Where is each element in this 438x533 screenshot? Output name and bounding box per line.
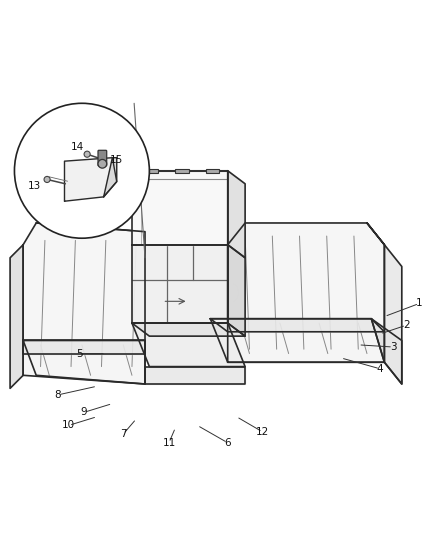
Text: 4: 4 bbox=[377, 364, 383, 374]
Text: 6: 6 bbox=[224, 438, 231, 448]
Polygon shape bbox=[145, 367, 245, 384]
Text: 1: 1 bbox=[416, 298, 423, 309]
Text: 3: 3 bbox=[390, 342, 396, 352]
Polygon shape bbox=[228, 245, 245, 336]
Circle shape bbox=[14, 103, 149, 238]
Polygon shape bbox=[371, 319, 402, 384]
Text: 5: 5 bbox=[76, 349, 83, 359]
Polygon shape bbox=[132, 323, 245, 367]
Text: 13: 13 bbox=[28, 181, 41, 191]
FancyBboxPatch shape bbox=[98, 150, 107, 166]
Circle shape bbox=[44, 176, 50, 182]
Polygon shape bbox=[23, 223, 145, 384]
Text: 11: 11 bbox=[162, 438, 176, 448]
Polygon shape bbox=[228, 171, 245, 258]
Bar bbox=[176, 168, 188, 173]
Text: 2: 2 bbox=[403, 320, 410, 330]
Polygon shape bbox=[64, 158, 117, 201]
Text: 9: 9 bbox=[81, 407, 88, 417]
Text: 15: 15 bbox=[110, 155, 124, 165]
Bar bbox=[145, 168, 158, 173]
Polygon shape bbox=[10, 245, 23, 389]
Polygon shape bbox=[210, 319, 385, 332]
Circle shape bbox=[84, 151, 90, 157]
Polygon shape bbox=[132, 171, 228, 245]
Circle shape bbox=[98, 159, 107, 168]
Polygon shape bbox=[132, 323, 245, 336]
Polygon shape bbox=[210, 319, 385, 362]
Bar bbox=[206, 168, 219, 173]
Polygon shape bbox=[367, 223, 402, 384]
Polygon shape bbox=[23, 341, 145, 353]
Text: 8: 8 bbox=[55, 390, 61, 400]
Polygon shape bbox=[132, 245, 228, 323]
Text: 12: 12 bbox=[256, 427, 269, 437]
Text: 7: 7 bbox=[120, 429, 127, 439]
Polygon shape bbox=[228, 223, 385, 362]
Polygon shape bbox=[23, 341, 145, 384]
Text: 10: 10 bbox=[62, 421, 75, 430]
Polygon shape bbox=[104, 158, 117, 197]
Text: 14: 14 bbox=[71, 142, 84, 152]
